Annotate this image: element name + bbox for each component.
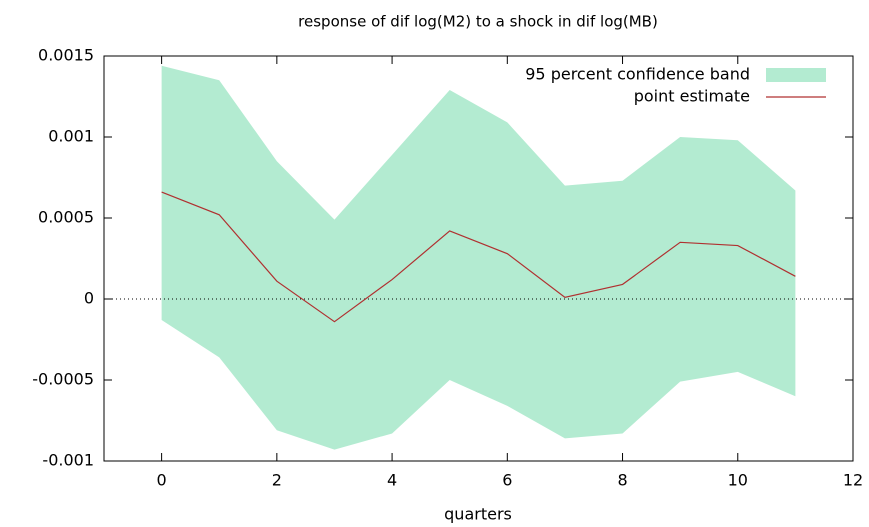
legend-label: 95 percent confidence band — [525, 65, 750, 84]
plot-frame — [103, 55, 854, 462]
x-tick-label: 12 — [843, 471, 863, 490]
legend-label: point estimate — [634, 87, 750, 106]
x-tick-label: 10 — [728, 471, 748, 490]
x-axis-label: quarters — [444, 505, 512, 524]
chart-title: response of dif log(M2) to a shock in di… — [298, 13, 658, 31]
confidence-band — [161, 65, 796, 450]
y-tick-label: 0.0015 — [38, 46, 94, 65]
y-tick-label: -0.001 — [42, 451, 94, 470]
x-tick-label: 0 — [157, 471, 167, 490]
x-tick-label: 2 — [272, 471, 282, 490]
y-tick-label: 0.0005 — [38, 208, 94, 227]
x-tick-label: 6 — [502, 471, 512, 490]
point-estimate-line — [161, 191, 796, 323]
x-tick-label: 4 — [387, 471, 397, 490]
x-tick-label: 8 — [617, 471, 627, 490]
legend-swatch — [766, 68, 826, 82]
y-tick-label: 0.001 — [48, 127, 94, 146]
y-tick-label: -0.0005 — [32, 370, 94, 389]
y-tick-label: 0 — [84, 289, 94, 308]
